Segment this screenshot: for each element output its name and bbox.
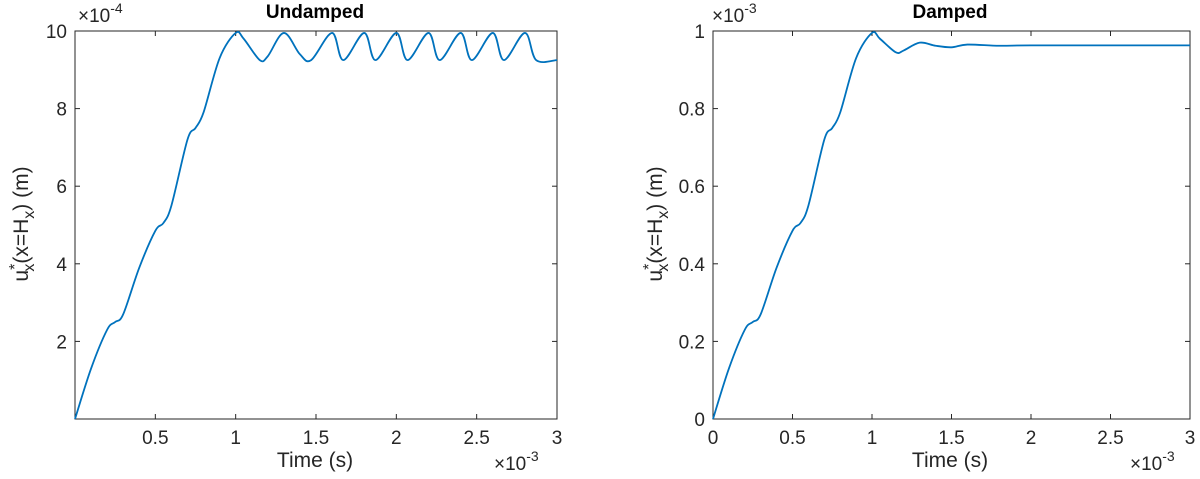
x-tick-label: 0.5 [779, 428, 805, 449]
svg-text:×10-3: ×10-3 [1130, 448, 1175, 475]
svg-text:u*x(x=Hx) (m): u*x(x=Hx) (m) [7, 166, 38, 281]
y-axis-multiplier: ×10-4 [78, 0, 123, 27]
y-multiplier-exponent: -4 [110, 0, 123, 16]
x-multiplier-base: ×10 [1130, 454, 1162, 475]
x-multiplier-exponent: -3 [526, 448, 539, 464]
damped-chart: Damped ×10-3 0 0.5 1 1.5 2 2.5 300.20.40.60.81… [641, 0, 1195, 475]
y-label-sup: * [641, 264, 658, 270]
y-tick-label: 0.4 [679, 255, 706, 276]
plot-frame [712, 30, 1191, 420]
x-tick-label: 2 [1026, 428, 1037, 449]
x-tick-label: 3 [1185, 428, 1196, 449]
x-axis-label: Time (s) [912, 449, 988, 472]
svg-text:×10-3: ×10-3 [494, 448, 539, 475]
svg-text:u*x(x=Hx) (m): u*x(x=Hx) (m) [641, 166, 672, 281]
y-label-end: ) (m) [10, 166, 33, 210]
y-label-sup: * [7, 264, 24, 270]
y-label-sub2: x [21, 211, 38, 219]
x-tick-label: 1 [867, 428, 878, 449]
y-multiplier-base: ×10 [78, 6, 110, 27]
y-multiplier-base: ×10 [712, 6, 744, 27]
x-multiplier-base: ×10 [494, 454, 526, 475]
y-axis-label: u*x(x=Hx) (m) [7, 166, 38, 281]
y-tick-label: 6 [56, 177, 67, 198]
y-label-mid: (x=H [10, 219, 33, 264]
plot-area: 0.5 1 1.5 2 2.5 3 2 4 6 8 10 [46, 22, 562, 449]
y-label-sub2: x [655, 211, 672, 219]
plot-frame [74, 30, 558, 420]
x-tick-label: 1.5 [938, 428, 964, 449]
y-label-end: ) (m) [644, 166, 667, 210]
chart-title: Damped [913, 2, 988, 23]
y-tick-label: 10 [46, 22, 67, 43]
y-tick-label: 8 [56, 100, 67, 121]
y-label-mid: (x=H [644, 219, 667, 264]
x-tick-label: 2.5 [1097, 428, 1123, 449]
y-tick-label: 0.2 [679, 332, 705, 353]
plot-area: 0 0.5 1 1.5 2 2.5 3 0 0.2 0.4 0.6 0.8 1 [679, 22, 1196, 449]
series-line-0 [74, 30, 558, 420]
y-multiplier-exponent: -3 [744, 0, 757, 16]
svg-text:×10-3: ×10-3 [712, 0, 757, 27]
x-tick-label: 1 [230, 428, 241, 449]
svg-text:×10-4: ×10-4 [78, 0, 123, 27]
x-tick-label: 0 [708, 428, 719, 449]
x-tick-label: 1.5 [303, 428, 329, 449]
y-tick-label: 0.6 [679, 177, 705, 198]
x-axis-multiplier: ×10-3 [1130, 448, 1175, 475]
x-tick-label: 3 [552, 428, 563, 449]
y-label-base: u [644, 270, 667, 282]
y-tick-label: 2 [56, 332, 67, 353]
x-tick-label: 2 [391, 428, 402, 449]
x-tick-label: 2.5 [463, 428, 489, 449]
y-axis-label: u*x(x=Hx) (m) [641, 166, 672, 281]
y-label-sub: x [655, 264, 672, 272]
x-multiplier-exponent: -3 [1162, 448, 1175, 464]
y-label-base: u [10, 270, 33, 282]
chart-title: Undamped [266, 2, 364, 23]
y-label-sub: x [21, 264, 38, 272]
x-axis-label: Time (s) [277, 449, 353, 472]
x-tick-label: 0.5 [142, 428, 168, 449]
x-axis-multiplier: ×10-3 [494, 448, 539, 475]
y-tick-label: 1 [694, 22, 705, 43]
y-tick-label: 4 [56, 255, 67, 276]
y-tick-label: 0 [694, 410, 705, 431]
y-axis-multiplier: ×10-3 [712, 0, 757, 27]
y-tick-label: 0.8 [679, 100, 705, 121]
series-line-0 [712, 31, 1190, 420]
